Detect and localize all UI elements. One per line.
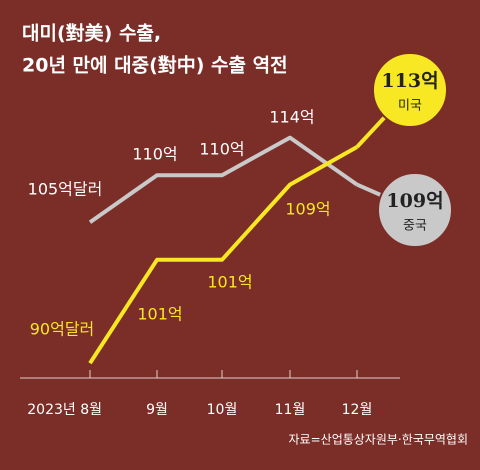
end-value-label: 109억 (386, 190, 443, 212)
x-tick-label: 11월 (275, 402, 306, 418)
chart-title: 대미(對美) 수출, (22, 22, 161, 45)
data-label: 90억달러 (30, 320, 95, 339)
data-label: 110억 (132, 145, 177, 164)
x-tick-label: 9월 (146, 402, 168, 418)
data-label: 114억 (269, 108, 314, 127)
data-label: 101억 (137, 305, 182, 324)
source: 자료=산업통상자원부·한국무역협회 (289, 433, 468, 447)
data-label: 101억 (207, 273, 252, 292)
data-label: 109억 (285, 200, 330, 219)
data-label: 105억달러 (28, 180, 103, 199)
legend-label: 중국 (403, 219, 427, 234)
x-tick-label: 12월 (342, 402, 373, 418)
legend-label: 미국 (398, 99, 422, 114)
end-bubble (377, 172, 453, 248)
data-label: 110억 (199, 140, 244, 159)
x-tick-label: 2023년 8월 (27, 402, 102, 418)
series-line (88, 135, 359, 224)
end-bubble (372, 52, 448, 128)
series-line (88, 145, 358, 365)
x-tick-label: 10월 (207, 402, 238, 418)
chart-title: 20년 만에 대중(對中) 수출 역전 (22, 54, 288, 77)
end-value-label: 113억 (381, 70, 438, 92)
